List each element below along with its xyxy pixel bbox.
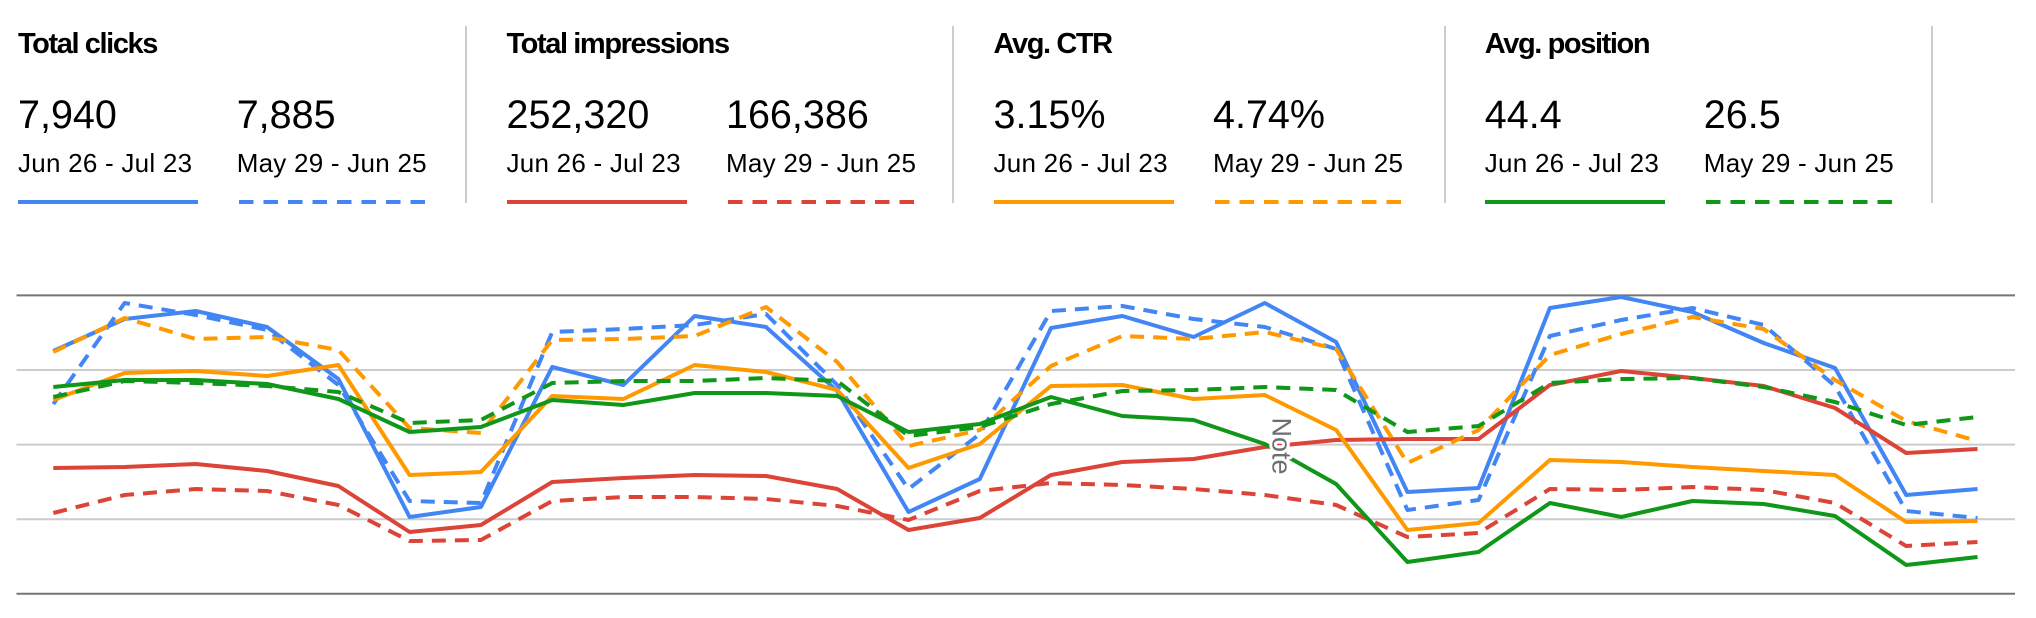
svg-text:Note: Note	[1267, 418, 1297, 475]
